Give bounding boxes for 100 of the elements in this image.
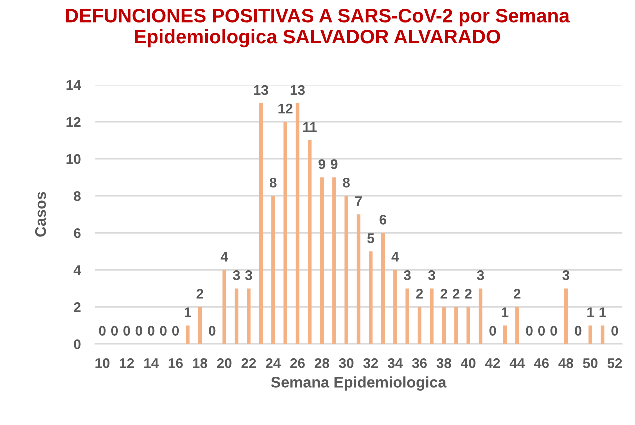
- data-label: 0: [526, 326, 533, 336]
- bar: [503, 326, 508, 344]
- data-label: 0: [136, 326, 142, 336]
- x-tick-label: 24: [266, 358, 282, 368]
- bar: [198, 307, 202, 344]
- data-label: 7: [356, 196, 362, 206]
- bar: [284, 122, 288, 344]
- x-tick-label: 42: [485, 358, 500, 368]
- bar: [272, 196, 276, 344]
- data-label: 0: [550, 326, 558, 336]
- x-tick-label: 50: [583, 358, 598, 368]
- bar: [234, 288, 239, 344]
- bar: [394, 270, 398, 344]
- data-label: 13: [254, 85, 268, 96]
- x-tick-label: 16: [168, 358, 183, 368]
- data-label: 1: [588, 308, 594, 318]
- data-label: 1: [502, 308, 509, 318]
- data-label: 0: [124, 326, 130, 336]
- x-tick-label: 22: [242, 358, 256, 368]
- bar: [259, 104, 264, 344]
- data-label: 1: [600, 308, 606, 318]
- x-tick-label: 18: [193, 358, 208, 368]
- data-label: 0: [160, 326, 167, 336]
- y-tick-label: 12: [66, 117, 81, 128]
- bar: [454, 307, 458, 344]
- bar: [369, 252, 373, 344]
- bar: [296, 104, 300, 344]
- bar: [418, 307, 422, 344]
- bar: [344, 196, 348, 344]
- bar: [466, 307, 470, 344]
- data-label: 11: [304, 122, 317, 132]
- data-label: 0: [209, 326, 216, 336]
- data-label: 8: [270, 178, 277, 188]
- data-label: 3: [562, 270, 570, 280]
- data-label: 0: [538, 326, 546, 336]
- bar: [442, 307, 446, 344]
- bar: [516, 307, 520, 344]
- data-label: 3: [404, 270, 411, 280]
- data-label: 2: [514, 289, 521, 299]
- y-tick-label: 2: [74, 302, 81, 312]
- bar: [588, 326, 592, 344]
- data-label: 3: [477, 270, 484, 280]
- data-label: 0: [111, 326, 118, 336]
- x-tick-label: 20: [217, 358, 232, 368]
- data-label: 6: [380, 215, 387, 225]
- x-tick-label: 48: [558, 358, 574, 368]
- x-tick-label: 44: [510, 358, 526, 368]
- bar: [222, 270, 226, 344]
- data-label: 5: [368, 234, 374, 244]
- bar: [600, 326, 605, 344]
- y-tick-label: 0: [74, 340, 81, 350]
- data-label: 0: [612, 326, 618, 336]
- data-label: 9: [330, 159, 338, 170]
- data-label: 3: [233, 270, 240, 280]
- data-label: 8: [343, 178, 350, 188]
- y-axis-title: Casos: [35, 192, 46, 237]
- y-tick-label: 14: [66, 80, 82, 90]
- data-label: 9: [318, 159, 326, 170]
- bar: [406, 288, 410, 344]
- data-label: 0: [575, 326, 582, 336]
- data-label: 2: [465, 289, 472, 299]
- x-tick-label: 30: [339, 358, 354, 368]
- data-label: 2: [440, 289, 448, 299]
- bar: [381, 233, 386, 344]
- bar: [430, 288, 434, 344]
- x-tick-label: 34: [388, 358, 404, 368]
- y-tick-label: 8: [74, 191, 81, 202]
- data-label: 0: [148, 326, 155, 336]
- bar: [356, 214, 361, 344]
- data-label: 3: [245, 270, 252, 280]
- data-label: 3: [428, 270, 436, 280]
- chart-title: DEFUNCIONES POSITIVAS A SARS-CoV-2 por Semana Epidemiologica SALVADOR ALVARADO: [66, 9, 570, 48]
- x-tick-label: 10: [96, 358, 110, 368]
- x-tick-label: 12: [120, 358, 134, 368]
- data-label: 0: [490, 326, 496, 336]
- data-label: 12: [278, 104, 293, 114]
- x-tick-label: 32: [364, 358, 378, 368]
- x-tick-label: 46: [534, 358, 549, 368]
- y-tick-label: 4: [74, 266, 82, 276]
- bar: [320, 178, 324, 344]
- x-tick-label: 36: [412, 358, 427, 368]
- data-label: 0: [99, 326, 106, 336]
- data-label: 0: [172, 326, 180, 336]
- data-label: 2: [452, 289, 460, 299]
- x-tick-label: 26: [290, 358, 305, 368]
- y-tick-label: 6: [74, 228, 81, 238]
- x-tick-label: 52: [608, 358, 622, 368]
- bar: [564, 288, 568, 344]
- x-tick-label: 40: [461, 358, 476, 368]
- data-label: 13: [290, 85, 305, 96]
- bar: [478, 288, 483, 344]
- x-tick-label: 14: [144, 358, 160, 368]
- bar: [247, 288, 251, 344]
- x-axis-title: Semana Epidemiologica: [271, 376, 447, 391]
- data-label: 4: [220, 252, 228, 262]
- data-label: 4: [392, 252, 400, 262]
- x-tick-label: 28: [314, 358, 330, 368]
- data-label: 2: [196, 289, 204, 299]
- x-tick-label: 38: [436, 358, 452, 368]
- bar: [308, 140, 312, 344]
